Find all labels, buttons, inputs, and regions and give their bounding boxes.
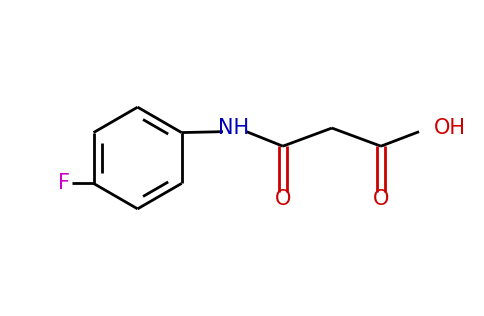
Text: O: O <box>275 189 291 209</box>
Text: F: F <box>59 173 71 193</box>
Text: O: O <box>373 189 389 209</box>
Text: OH: OH <box>434 118 466 138</box>
Text: NH: NH <box>218 118 249 138</box>
